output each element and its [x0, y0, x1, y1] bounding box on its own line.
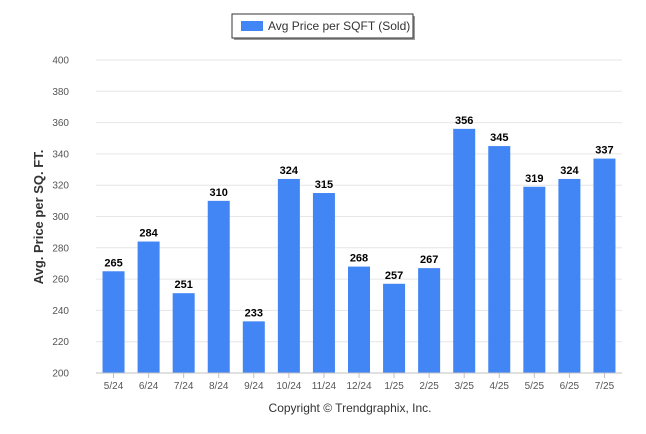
bar-value-label: 319 — [525, 173, 543, 185]
y-tick-label: 260 — [52, 275, 69, 286]
bar — [172, 293, 195, 373]
bar — [383, 283, 406, 373]
bar — [207, 200, 230, 373]
bar — [348, 266, 370, 373]
bar — [453, 128, 476, 373]
bar-value-label: 268 — [350, 253, 368, 265]
x-tick-label: 7/25 — [595, 381, 615, 392]
y-tick-label: 300 — [52, 212, 69, 223]
bar-value-label: 251 — [174, 279, 192, 291]
x-tick-label: 8/24 — [209, 381, 229, 392]
y-tick-label: 380 — [52, 87, 69, 98]
bar-value-label: 324 — [560, 165, 579, 177]
x-tick-label: 7/24 — [174, 381, 194, 392]
bar — [102, 271, 125, 373]
y-tick-label: 320 — [52, 181, 69, 192]
x-tick-label: 5/25 — [525, 381, 545, 392]
x-tick-label: 4/25 — [490, 381, 510, 392]
bar-value-label: 337 — [595, 145, 613, 157]
bar-value-label: 310 — [210, 187, 228, 199]
y-tick-label: 280 — [52, 243, 69, 254]
bar — [488, 146, 511, 373]
x-tick-label: 6/24 — [139, 381, 159, 392]
bar-value-label: 324 — [280, 165, 299, 177]
x-tick-label: 5/24 — [104, 381, 124, 392]
x-tick-label: 1/25 — [384, 381, 404, 392]
x-tick-label: 6/25 — [560, 381, 580, 392]
y-tick-label: 240 — [52, 306, 69, 317]
bar-value-label: 267 — [420, 254, 438, 266]
y-tick-label: 400 — [52, 56, 69, 67]
x-tick-label: 10/24 — [276, 381, 301, 392]
bar — [523, 186, 546, 373]
bar — [242, 321, 265, 373]
bar-value-label: 284 — [139, 228, 158, 240]
x-tick-label: 12/24 — [346, 381, 371, 392]
data-labels: 265 284 251 310 233 324 315 268 257 267 356 345 319 3… — [104, 115, 613, 319]
y-tick-label: 360 — [52, 118, 69, 129]
bars — [102, 128, 616, 373]
bar-value-label: 315 — [315, 179, 333, 191]
copyright-text: Copyright © Trendgraphix, Inc. — [269, 401, 432, 415]
bar-value-label: 265 — [104, 257, 122, 269]
x-tick-label: 9/24 — [244, 381, 264, 392]
bar-value-label: 356 — [455, 115, 473, 127]
y-tick-label: 340 — [52, 149, 69, 160]
x-axis-ticks: 5/24 6/24 7/24 8/24 9/24 10/24 11/24 12/24 1/25 2… — [104, 373, 615, 392]
legend-swatch — [241, 21, 263, 31]
y-axis-ticks: 200 220 240 260 280 300 320 340 360 380 400 — [52, 56, 69, 380]
x-tick-label: 3/25 — [454, 381, 474, 392]
legend: Avg Price per SQFT (Sold) — [231, 13, 415, 40]
bar — [137, 241, 160, 373]
bar — [418, 268, 441, 373]
x-tick-label: 2/25 — [419, 381, 439, 392]
y-tick-label: 200 — [52, 369, 69, 380]
bar — [593, 158, 616, 373]
bar — [312, 193, 335, 373]
bar-value-label: 257 — [385, 270, 403, 282]
y-axis-label: Avg. Price per SQ. FT. — [31, 150, 46, 285]
bar — [277, 178, 300, 373]
x-tick-label: 11/24 — [312, 381, 337, 392]
y-tick-label: 220 — [52, 337, 69, 348]
bar-value-label: 345 — [490, 132, 508, 144]
bar-value-label: 233 — [245, 307, 263, 319]
bar — [558, 178, 581, 373]
legend-label: Avg Price per SQFT (Sold) — [268, 19, 410, 33]
